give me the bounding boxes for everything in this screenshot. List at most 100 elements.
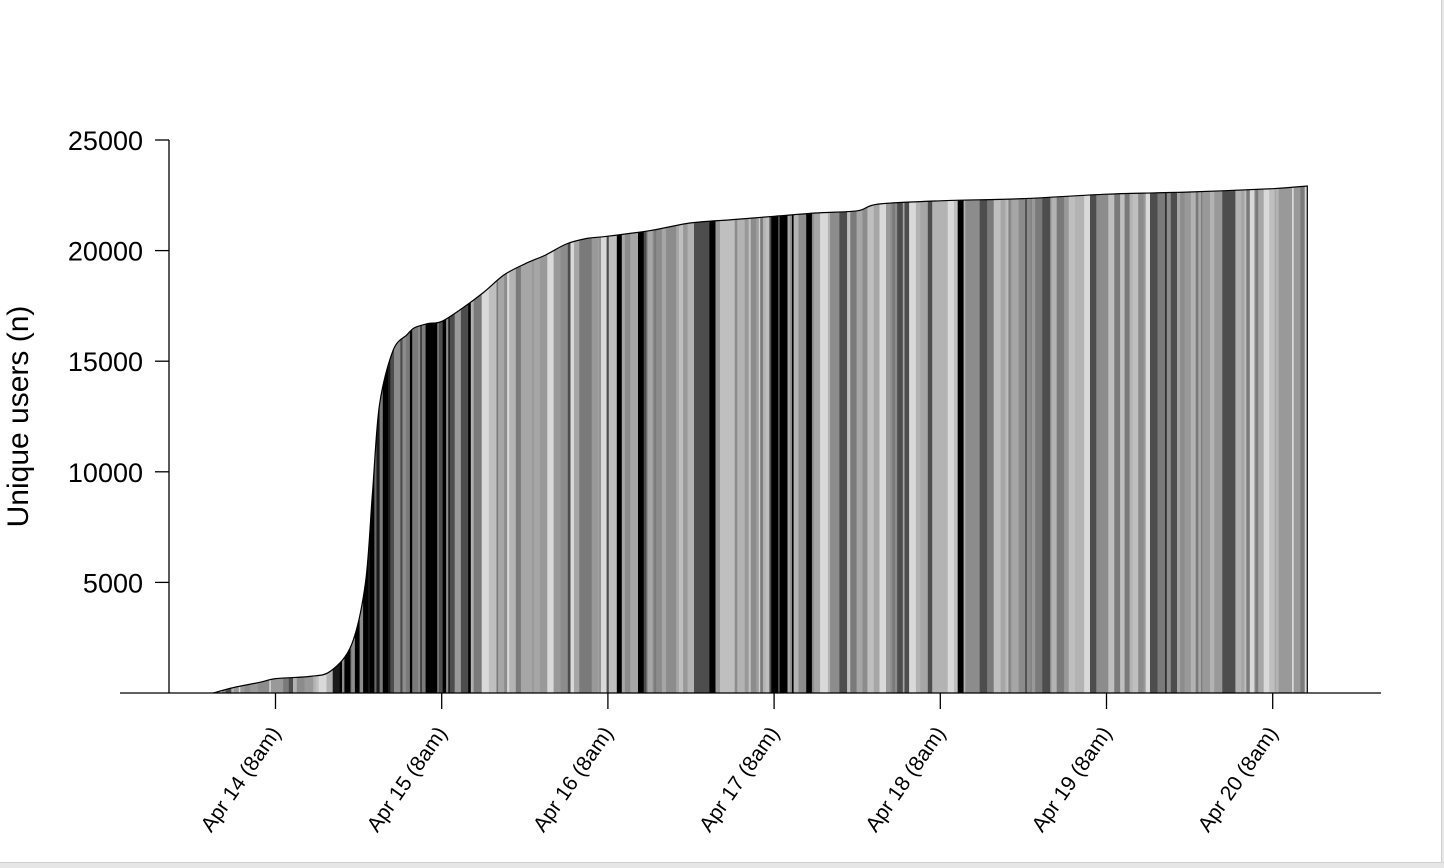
area-stripe: [473, 186, 478, 693]
area-stripe: [560, 186, 569, 693]
area-stripe: [470, 186, 474, 693]
area-stripe: [658, 186, 663, 693]
area-stripe: [953, 186, 959, 693]
y-tick-label: 5000: [83, 568, 143, 598]
area-stripe: [244, 186, 251, 693]
x-tick-label: Apr 20 (8am): [1194, 723, 1283, 837]
area-stripe: [915, 186, 921, 693]
area-stripe: [1068, 186, 1076, 693]
area-stripe: [798, 186, 807, 693]
area-stripe: [671, 186, 677, 693]
area-stripe: [1254, 186, 1256, 693]
area-stripe: [402, 186, 407, 693]
area-stripe: [820, 186, 829, 693]
x-axis-ticks: Apr 14 (8am) Apr 15 (8am) Apr 16 (8am) Apr …: [196, 693, 1283, 837]
area-stripe: [902, 186, 905, 693]
area-stripe: [715, 186, 721, 693]
area-stripe: [1278, 186, 1286, 693]
area-stripe: [579, 186, 584, 693]
area-stripe: [358, 186, 360, 693]
area-stripe: [647, 186, 653, 693]
area-stripe: [830, 186, 838, 693]
area-stripe: [687, 186, 695, 693]
area-stripe: [231, 186, 235, 693]
area-stripe: [342, 186, 345, 693]
area-stripe: [1210, 186, 1215, 693]
area-stripe: [213, 186, 218, 693]
area-stripe: [643, 186, 647, 693]
area-stripe: [472, 186, 475, 693]
area-stripe: [371, 186, 375, 693]
area-stripe: [283, 186, 290, 693]
area-stripe: [315, 186, 320, 693]
area-stripe: [414, 186, 419, 693]
area-stripe: [1030, 186, 1033, 693]
area-stripe: [428, 186, 432, 693]
area-stripe: [363, 186, 366, 693]
area-stripe: [839, 186, 848, 693]
area-stripe: [1050, 186, 1053, 693]
area-stripe: [892, 186, 896, 693]
area-stripe: [586, 186, 593, 693]
area-stripe: [583, 186, 588, 693]
area-stripe: [1132, 186, 1135, 693]
y-tick-label: 10000: [68, 458, 143, 488]
area-stripe: [646, 186, 649, 693]
area-stripe: [1090, 186, 1097, 693]
x-tick-label: Apr 16 (8am): [529, 723, 618, 837]
area-stripe: [390, 186, 395, 693]
x-tick-label: Apr 17 (8am): [695, 723, 784, 837]
area-stripe: [1108, 186, 1115, 693]
area-stripe: [873, 186, 880, 693]
area-stripe: [656, 186, 659, 693]
area-stripe: [661, 186, 667, 693]
area-stripe: [442, 186, 447, 693]
area-stripe: [678, 186, 684, 693]
area-stripe: [270, 186, 279, 693]
area-stripe: [1075, 186, 1078, 693]
area-stripe: [769, 186, 772, 693]
area-stripe: [748, 186, 752, 693]
area-stripe: [806, 186, 813, 693]
area-stripe: [250, 186, 259, 693]
area-stripe: [793, 186, 799, 693]
area-stripe: [515, 186, 522, 693]
area-stripe: [1293, 186, 1301, 693]
area-stripe: [1056, 186, 1065, 693]
area-stripe: [1229, 186, 1236, 693]
area-stripe: [540, 186, 546, 693]
area-stripe: [304, 186, 310, 693]
area-stripe: [1042, 186, 1051, 693]
area-stripe: [365, 186, 369, 693]
y-tick-label: 20000: [68, 237, 143, 267]
area-stripe: [787, 186, 791, 693]
area-stripe: [1009, 186, 1012, 693]
area-stripe: [897, 186, 901, 693]
area-stripe: [750, 186, 757, 693]
x-tick-label: Apr 14 (8am): [196, 723, 285, 837]
area-stripe: [755, 186, 758, 693]
area-stripe: [957, 186, 964, 693]
area-stripe: [862, 186, 868, 693]
y-tick-label: 15000: [68, 347, 143, 377]
area-stripe: [737, 186, 745, 693]
area-stripe: [477, 186, 483, 693]
area-stripe: [567, 186, 571, 693]
area-stripe: [598, 186, 600, 693]
area-stripe: [382, 186, 386, 693]
area-stripe: [1201, 186, 1203, 693]
area-stripe: [547, 186, 554, 693]
area-stripe: [993, 186, 1001, 693]
area-stripe: [504, 186, 508, 693]
area-stripe: [616, 186, 623, 693]
area-stripe: [240, 186, 243, 693]
area-stripe: [757, 186, 760, 693]
area-stripe: [836, 186, 840, 693]
area-stripe: [1241, 186, 1245, 693]
area-stripe: [1304, 186, 1308, 693]
area-stripe: [309, 186, 314, 693]
area-stripe: [262, 186, 270, 693]
area-stripe: [1165, 186, 1167, 693]
area-stripe: [354, 186, 359, 693]
area-stripe: [652, 186, 655, 693]
